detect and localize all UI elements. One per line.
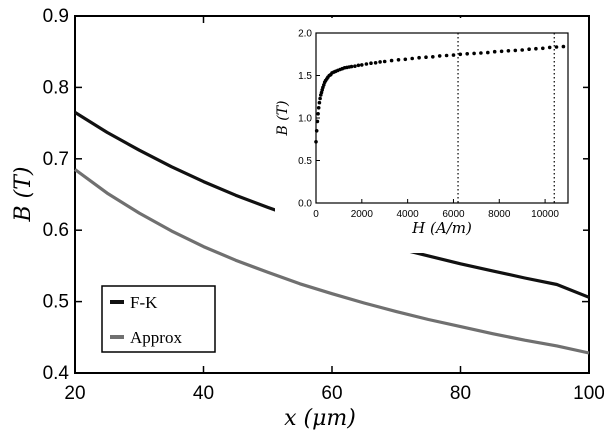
- inset-data-point: [547, 45, 552, 50]
- inset-data-point: [499, 49, 504, 54]
- inset-data-point: [486, 50, 490, 55]
- inset-x-tick-label: 8000: [488, 209, 511, 220]
- inset-data-point: [318, 96, 322, 101]
- inset-data-point: [396, 58, 401, 62]
- legend: F-K Approx: [101, 285, 216, 353]
- inset-data-point: [506, 49, 511, 53]
- inset-data-point: [417, 55, 421, 60]
- legend-label-fk: F-K: [130, 293, 158, 312]
- inset-data-point: [403, 57, 408, 62]
- main-x-tick-label: 20: [64, 383, 85, 404]
- inset-data-point: [316, 106, 321, 110]
- main-x-tick-labels: 20 40 60 80 100: [64, 383, 604, 404]
- inset-y-tick-label: 1.0: [298, 114, 312, 125]
- main-y-tick-labels: 0.4 0.5 0.6 0.7 0.8 0.9: [43, 6, 70, 384]
- inset-x-tick-label: 4000: [397, 209, 420, 220]
- inset-data-point: [554, 45, 559, 49]
- main-y-tick-label: 0.8: [43, 77, 69, 98]
- inset-data-point: [492, 49, 497, 54]
- main-x-tick-label: 100: [573, 383, 604, 404]
- inset-data-point: [373, 61, 378, 65]
- inset-reference-lines: [457, 33, 555, 203]
- inset-y-tick-label: 2.0: [298, 29, 312, 40]
- inset-data-point: [513, 48, 518, 53]
- inset-data-point: [378, 60, 382, 64]
- inset-data-point: [364, 62, 369, 66]
- inset-data-point: [472, 51, 476, 56]
- inset-data-point: [479, 51, 483, 55]
- inset-x-tick-label: 2000: [351, 209, 374, 220]
- legend-box: [101, 285, 216, 353]
- main-tick-marks: [74, 15, 590, 374]
- inset-data-point: [316, 112, 320, 116]
- main-x-tick-label: 80: [450, 383, 471, 404]
- inset-data-point: [314, 140, 318, 144]
- inset-y-tick-label: 0.0: [298, 199, 312, 210]
- inset-data-point: [561, 44, 566, 49]
- inset-data-point: [465, 52, 470, 56]
- inset-plot-background: [275, 18, 583, 253]
- main-y-tick-label: 0.6: [43, 220, 69, 241]
- inset-data-point: [520, 48, 524, 52]
- main-y-tick-label: 0.4: [43, 363, 70, 384]
- inset-data-point: [410, 56, 415, 61]
- main-x-tick-label: 40: [193, 383, 214, 404]
- inset-data-point: [444, 53, 449, 58]
- inset-y-axis-label: B (T): [275, 101, 291, 137]
- inset-bh-curve-points: [314, 44, 566, 144]
- inset-plot: 0 2000 4000 6000 8000 10000 0.0 0.5 1.0 1.5 2.0 H…: [275, 18, 583, 253]
- inset-data-point: [424, 55, 428, 59]
- main-x-axis-label: x (μm): [284, 406, 356, 431]
- main-y-tick-label: 0.5: [43, 292, 69, 313]
- main-y-tick-label: 0.7: [43, 149, 69, 170]
- inset-data-point: [315, 119, 320, 124]
- main-x-tick-label: 60: [321, 383, 342, 404]
- inset-data-point: [382, 59, 387, 64]
- inset-y-tick-labels: 0.0 0.5 1.0 1.5 2.0: [298, 29, 312, 210]
- inset-tick-marks: [315, 32, 546, 204]
- inset-data-point: [369, 61, 373, 65]
- inset-x-tick-labels: 0 2000 4000 6000 8000 10000: [313, 209, 559, 220]
- inset-data-point: [451, 53, 456, 57]
- inset-y-tick-label: 1.5: [298, 71, 312, 82]
- inset-data-point: [527, 47, 531, 51]
- inset-data-point: [360, 63, 364, 67]
- inset-data-point: [534, 46, 538, 51]
- series-line-approx: [74, 168, 590, 355]
- inset-x-tick-label: 10000: [531, 209, 559, 220]
- inset-data-point: [353, 64, 357, 68]
- main-y-axis-label: B (T): [11, 167, 36, 223]
- inset-x-tick-label: 6000: [442, 209, 465, 220]
- inset-data-point: [317, 100, 322, 105]
- inset-data-point: [431, 55, 435, 59]
- inset-data-point: [356, 63, 361, 68]
- inset-data-point: [541, 46, 545, 51]
- inset-data-point: [349, 64, 354, 69]
- inset-x-axis-label: H (A/m): [411, 219, 472, 237]
- inset-y-tick-label: 0.5: [298, 156, 312, 167]
- inset-data-point: [314, 129, 319, 133]
- legend-label-approx: Approx: [130, 328, 182, 347]
- inset-x-tick-label: 0: [313, 209, 319, 220]
- inset-data-point: [389, 58, 394, 63]
- main-y-tick-label: 0.9: [43, 6, 69, 27]
- inset-data-point: [458, 52, 463, 57]
- inset-data-point: [437, 54, 442, 58]
